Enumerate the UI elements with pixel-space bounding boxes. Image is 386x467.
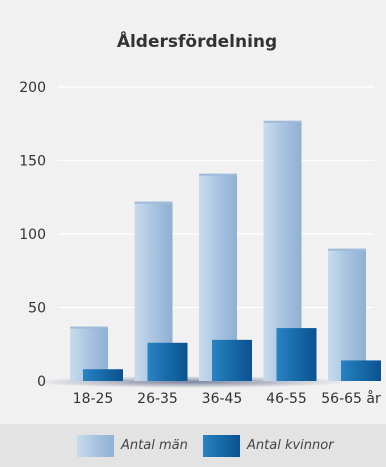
legend: Antal män Antal kvinnor xyxy=(0,424,386,467)
bar-men-top-18-25 xyxy=(70,326,108,329)
x-tick-label: 36-45 xyxy=(202,391,243,407)
bar-men-top-56-65 år xyxy=(328,248,366,251)
legend-item-men: Antal män xyxy=(77,424,188,467)
legend-label-men: Antal män xyxy=(121,438,188,453)
x-tick-label: 26-35 xyxy=(137,391,178,407)
x-tick-label: 46-55 xyxy=(266,391,307,407)
x-tick-label: 56-65 år xyxy=(321,390,381,407)
legend-swatch-women xyxy=(203,434,240,457)
bar-women-36-45 xyxy=(212,339,252,381)
legend-swatch-men xyxy=(77,434,114,457)
bar-men-top-26-35 xyxy=(134,201,173,204)
bar-women-46-55 xyxy=(276,328,317,381)
bar-men-top-46-55 xyxy=(263,120,302,123)
y-tick-label: 50 xyxy=(28,301,46,317)
bar-women-56-65 år xyxy=(341,360,381,381)
y-tick-label: 200 xyxy=(19,80,46,96)
bar-women-18-25 xyxy=(83,369,123,381)
chart-title: Åldersfördelning xyxy=(117,29,277,52)
x-axis-ticks: 18-25 26-35 36-45 46-55 56-65 år xyxy=(73,390,381,407)
legend-item-women: Antal kvinnor xyxy=(203,424,334,467)
bar-women-26-35 xyxy=(147,342,188,381)
bar-men-56-65 år xyxy=(328,248,366,381)
y-tick-label: 100 xyxy=(19,227,46,243)
y-tick-label: 150 xyxy=(19,154,46,170)
x-tick-label: 18-25 xyxy=(73,391,114,407)
bars xyxy=(70,120,381,381)
y-axis-ticks: 050100150200 xyxy=(19,80,46,390)
legend-label-women: Antal kvinnor xyxy=(247,438,334,453)
bar-men-top-36-45 xyxy=(199,173,237,176)
chart-canvas: Åldersfördelning 050100150200 18-2526-35… xyxy=(19,29,381,407)
